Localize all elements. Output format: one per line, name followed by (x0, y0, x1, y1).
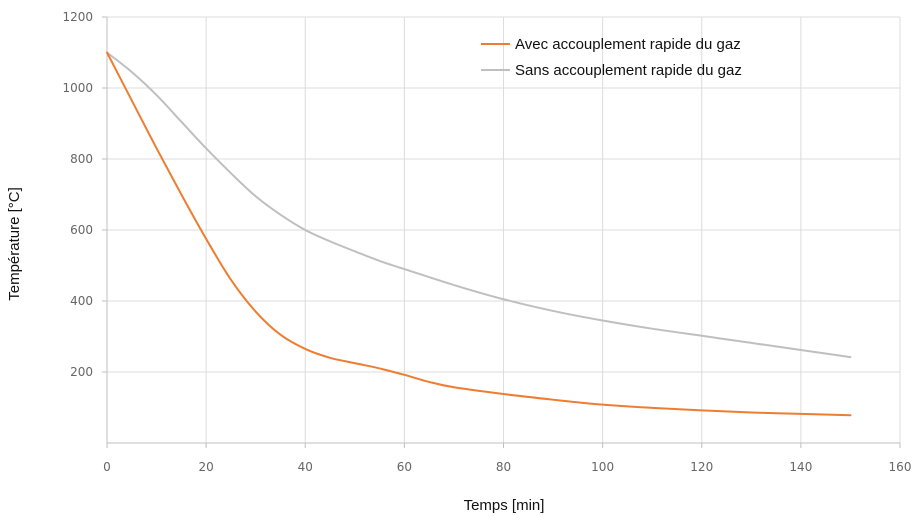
legend-label: Avec accouplement rapide du gaz (515, 36, 741, 53)
x-tick-label: 60 (397, 460, 412, 474)
axes (102, 16, 901, 448)
x-tick-label: 0 (103, 460, 111, 474)
y-axis-title: Température [°C] (6, 187, 23, 301)
x-tick-label: 20 (198, 460, 213, 474)
x-tick-label: 100 (591, 460, 614, 474)
series-lines (106, 51, 852, 417)
series-line-2 (106, 51, 852, 359)
x-tick-label: 140 (789, 460, 812, 474)
y-tick-label: 1200 (62, 10, 93, 24)
y-tick-label: 1000 (62, 81, 93, 95)
y-tick-label: 600 (70, 223, 93, 237)
tick-labels: 0 20 40 60 80 100 120 140 160 200 400 600 800 1000 120… (62, 10, 911, 474)
series-line-1 (106, 51, 852, 417)
y-tick-label: 200 (70, 365, 93, 379)
y-tick-label: 400 (70, 294, 93, 308)
x-tick-label: 40 (298, 460, 313, 474)
legend-label: Sans accouplement rapide du gaz (515, 62, 742, 79)
legend: Avec accouplement rapide du gaz Sans acco… (481, 36, 742, 79)
x-tick-label: 120 (690, 460, 713, 474)
y-tick-label: 800 (70, 152, 93, 166)
x-tick-label: 160 (889, 460, 912, 474)
x-tick-label: 80 (496, 460, 511, 474)
grid (107, 16, 901, 443)
x-axis-title: Temps [min] (464, 497, 545, 514)
